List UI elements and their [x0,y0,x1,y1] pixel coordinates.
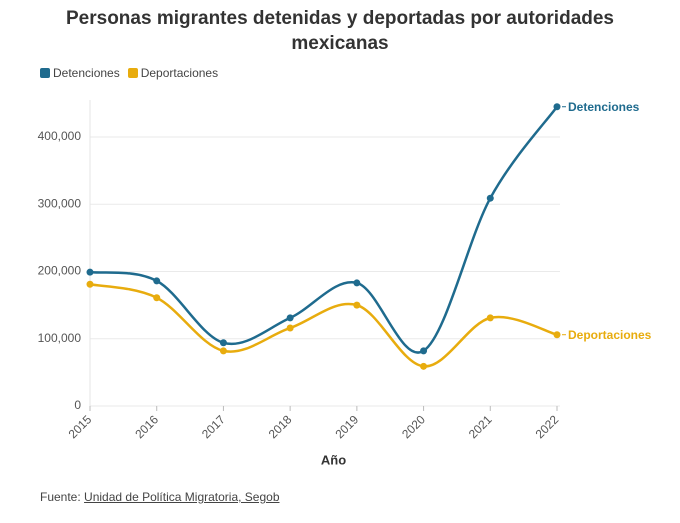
legend-item: Deportaciones [127,66,219,80]
end-label: Detenciones [568,100,640,114]
point [219,347,227,355]
x-tick-label: 2020 [399,412,428,441]
y-tick-label: 400,000 [38,129,82,143]
point [86,280,94,288]
point [420,347,428,355]
chart-title: Personas migrantes detenidas y deportada… [66,8,614,54]
legend-swatch [40,68,50,78]
point [153,294,161,302]
y-tick-label: 200,000 [38,264,82,278]
point [353,279,361,287]
legend-label: Detenciones [53,66,120,80]
point [153,277,161,285]
legend-item: Detenciones [40,66,120,80]
x-tick-label: 2022 [533,412,562,441]
source-link[interactable]: Unidad de Política Migratoria, Segob [84,490,280,504]
point [286,324,294,332]
point [486,314,494,322]
point [553,331,561,339]
x-tick-label: 2021 [466,412,495,441]
x-axis-label: Año [321,452,346,467]
x-tick-label: 2017 [199,412,228,441]
point [86,268,94,276]
point [420,362,428,370]
legend-swatch [127,68,138,78]
legend-label: Deportaciones [140,66,219,80]
point [286,314,294,322]
source: Fuente: Unidad de Política Migratoria, S… [40,490,280,504]
y-tick-label: 300,000 [38,196,82,210]
x-tick-label: 2015 [66,412,95,441]
y-tick-label: 0 [74,398,81,412]
line [89,106,559,354]
end-label: Deportaciones [568,328,652,342]
point [486,194,494,202]
source-label: Fuente: [40,490,81,504]
x-tick-label: 2016 [132,412,161,441]
line [89,283,558,368]
x-tick-label: 2018 [266,412,295,441]
point [219,339,227,347]
point [553,103,561,111]
legend: Detenciones Deportaciones [40,66,218,80]
x-tick-label: 2019 [332,412,361,441]
point [353,301,361,309]
y-tick-label: 100,000 [38,331,82,345]
